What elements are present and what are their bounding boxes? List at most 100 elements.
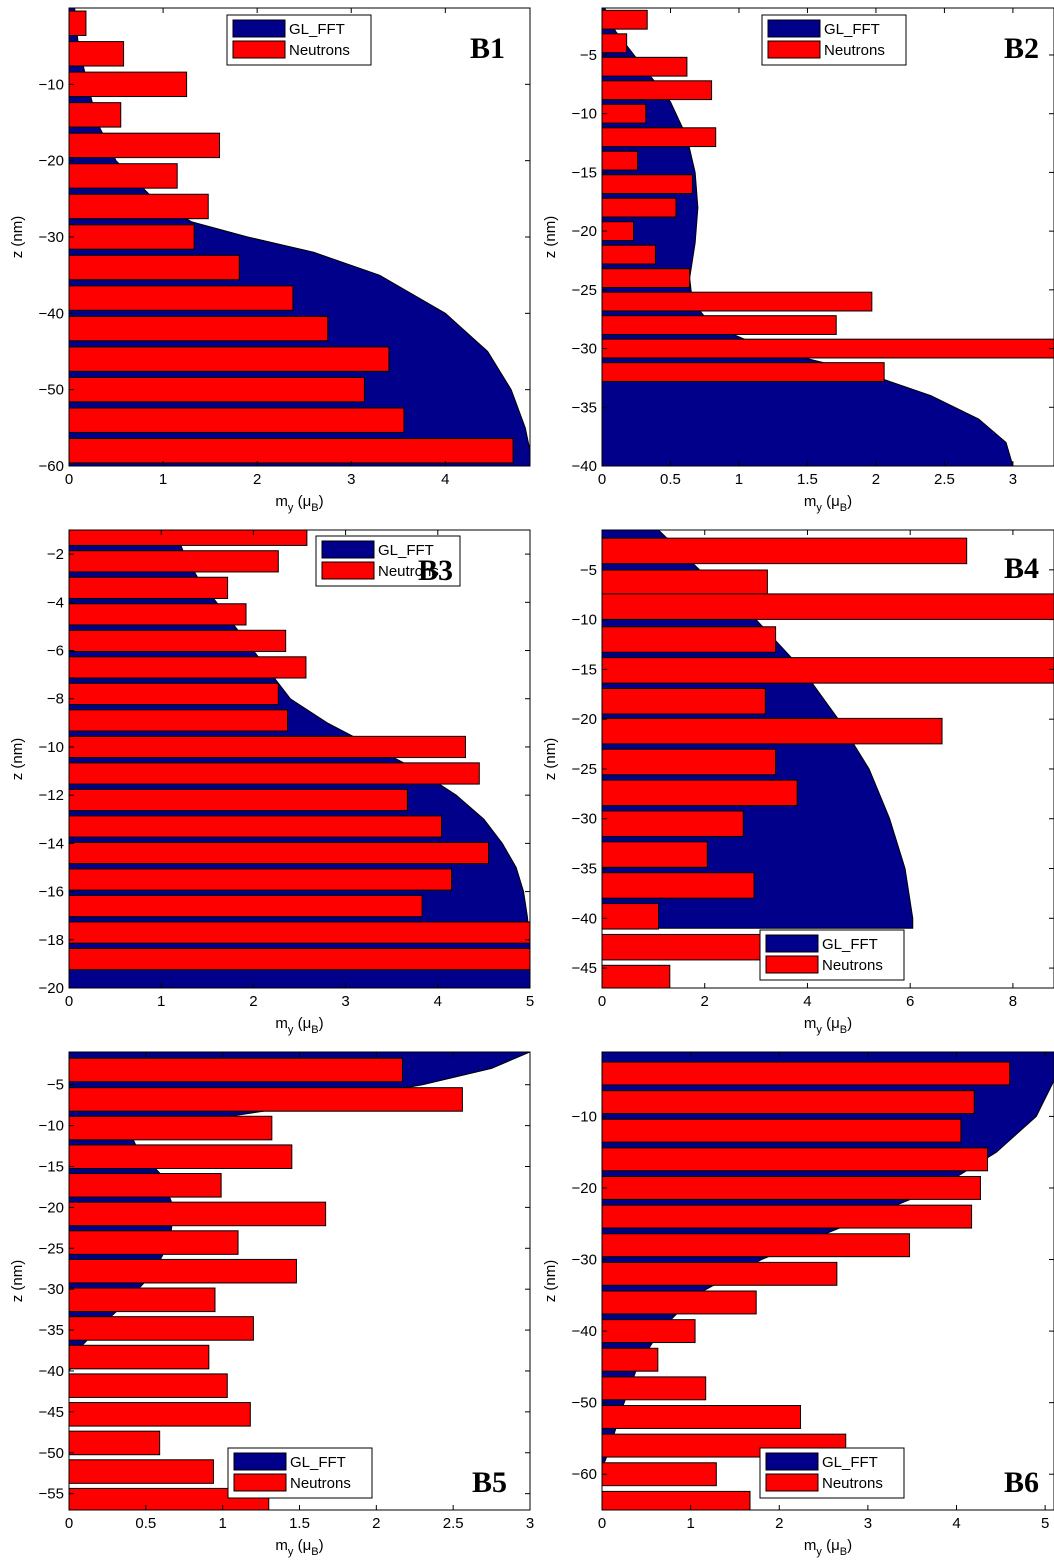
legend: GL_FFT Neutrons bbox=[227, 1447, 373, 1499]
legend-swatch-gl-fft bbox=[765, 1452, 819, 1471]
neutron-bar bbox=[602, 362, 885, 382]
y-tick-label: −25 bbox=[572, 282, 597, 299]
panel-b5: 0 0.5 1 1.5 2 2.5 3 −55 −50 −45 −40 −35 −30 −25 −20 −15… bbox=[9, 1051, 534, 1558]
x-tick-label: 1 bbox=[686, 1515, 694, 1532]
y-axis-label: z (nm) bbox=[542, 216, 559, 259]
y-tick-label: −60 bbox=[39, 458, 64, 475]
neutron-bar bbox=[69, 407, 405, 433]
y-tick-label: −35 bbox=[39, 1322, 64, 1339]
x-tick-label: 0 bbox=[598, 993, 606, 1010]
neutron-bar bbox=[602, 1176, 981, 1200]
neutron-bar bbox=[602, 964, 671, 988]
y-tick-label: −35 bbox=[572, 861, 597, 878]
x-tick-label: 1 bbox=[218, 1515, 226, 1532]
x-tick-label: 6 bbox=[906, 993, 914, 1010]
y-tick-label: −50 bbox=[39, 382, 64, 399]
legend-label: Neutrons bbox=[822, 957, 883, 974]
panel-label: B5 bbox=[472, 1466, 507, 1499]
neutron-bar bbox=[602, 933, 769, 961]
y-tick-label: −50 bbox=[572, 1395, 597, 1412]
x-tick-label: 2 bbox=[701, 993, 709, 1010]
y-tick-label: −30 bbox=[572, 341, 597, 358]
neutron-bar bbox=[69, 550, 279, 573]
y-tick-label: −8 bbox=[47, 691, 64, 708]
y-tick-label: −45 bbox=[39, 1404, 64, 1421]
y-tick-label: −15 bbox=[572, 164, 597, 181]
legend-swatch-neutrons bbox=[765, 955, 819, 974]
y-tick-label: −2 bbox=[47, 546, 64, 563]
x-axis-label: my (μB) bbox=[804, 493, 852, 514]
y-tick-label: −14 bbox=[39, 835, 64, 852]
neutron-bar bbox=[602, 1233, 911, 1258]
x-tick-label: 0.5 bbox=[135, 1515, 156, 1532]
x-tick-label: 0 bbox=[65, 993, 73, 1010]
x-tick-label: 3 bbox=[341, 993, 349, 1010]
neutron-bar bbox=[602, 688, 766, 715]
y-tick-label: −10 bbox=[39, 739, 64, 756]
neutron-bar bbox=[69, 1287, 216, 1313]
neutron-bar bbox=[69, 224, 195, 250]
neutron-bar bbox=[69, 1258, 297, 1284]
y-tick-label: −20 bbox=[572, 223, 597, 240]
panel-b3: 0 1 2 3 4 5 −20 −18 −16 −14 −12 −10 −8 −6 −4 −2 my (μB) z… bbox=[9, 529, 534, 1036]
neutron-bar bbox=[69, 1344, 210, 1370]
legend-label: GL_FFT bbox=[289, 21, 345, 38]
neutron-bar bbox=[69, 346, 390, 372]
y-tick-label: −30 bbox=[572, 811, 597, 828]
neutron-bar bbox=[602, 717, 943, 745]
neutron-bar bbox=[602, 626, 777, 653]
y-tick-label: −30 bbox=[572, 1252, 597, 1269]
x-axis-label: my (μB) bbox=[275, 1537, 323, 1558]
neutron-bar bbox=[69, 132, 221, 159]
neutron-bar bbox=[602, 1147, 989, 1172]
neutron-bar bbox=[602, 657, 1054, 684]
x-tick-label: 2 bbox=[872, 471, 880, 488]
legend-label: GL_FFT bbox=[290, 1454, 346, 1471]
legend-label: GL_FFT bbox=[822, 936, 878, 953]
neutron-bar bbox=[69, 1373, 228, 1398]
legend-label: GL_FFT bbox=[378, 542, 434, 559]
neutron-bar bbox=[602, 221, 635, 242]
y-tick-label: −40 bbox=[572, 910, 597, 927]
x-tick-label: 2 bbox=[249, 993, 257, 1010]
y-axis-label: z (nm) bbox=[9, 216, 26, 259]
legend-swatch-neutrons bbox=[232, 40, 286, 59]
neutron-bar bbox=[602, 779, 798, 807]
neutron-bar bbox=[69, 1173, 222, 1198]
y-tick-label: −20 bbox=[572, 1180, 597, 1197]
x-tick-label: 0 bbox=[65, 1515, 73, 1532]
neutron-bar bbox=[602, 1290, 757, 1315]
legend-swatch-neutrons bbox=[321, 561, 375, 580]
neutron-bar bbox=[69, 41, 125, 67]
legend-label: Neutrons bbox=[290, 1475, 351, 1492]
y-axis-label: z (nm) bbox=[9, 1260, 26, 1303]
neutron-bar bbox=[69, 315, 329, 342]
y-tick-label: −55 bbox=[39, 1486, 64, 1503]
legend-label: Neutrons bbox=[289, 42, 350, 59]
axes-frame bbox=[68, 529, 531, 989]
legend-swatch-gl-fft bbox=[765, 934, 819, 953]
panel-label: B1 bbox=[470, 32, 505, 65]
neutron-bar bbox=[69, 163, 178, 189]
x-tick-label: 3 bbox=[526, 1515, 534, 1532]
neutron-bar bbox=[69, 762, 480, 785]
neutron-bar bbox=[69, 285, 294, 311]
panel-b6: 0 1 2 3 4 5 −60 −50 −40 −30 −20 −10 my (μB) z (nm) GL_… bbox=[542, 1051, 1054, 1558]
legend-swatch-neutrons bbox=[765, 1473, 819, 1492]
x-tick-label: 0 bbox=[598, 1515, 606, 1532]
neutron-bar bbox=[602, 150, 639, 171]
neutron-bar bbox=[602, 33, 628, 54]
neutron-bar bbox=[602, 748, 777, 776]
legend-swatch-neutrons bbox=[233, 1473, 287, 1492]
x-tick-label: 8 bbox=[1009, 993, 1017, 1010]
x-tick-label: 4 bbox=[441, 471, 449, 488]
legend-swatch-gl-fft bbox=[767, 19, 821, 38]
x-tick-label: 4 bbox=[803, 993, 811, 1010]
neutron-bar bbox=[602, 872, 755, 899]
x-tick-label: 5 bbox=[1041, 1515, 1049, 1532]
y-tick-label: −16 bbox=[39, 884, 64, 901]
y-tick-label: −4 bbox=[47, 594, 64, 611]
y-tick-label: −5 bbox=[580, 562, 597, 579]
x-tick-label: 2.5 bbox=[934, 471, 955, 488]
y-tick-label: −35 bbox=[572, 399, 597, 416]
